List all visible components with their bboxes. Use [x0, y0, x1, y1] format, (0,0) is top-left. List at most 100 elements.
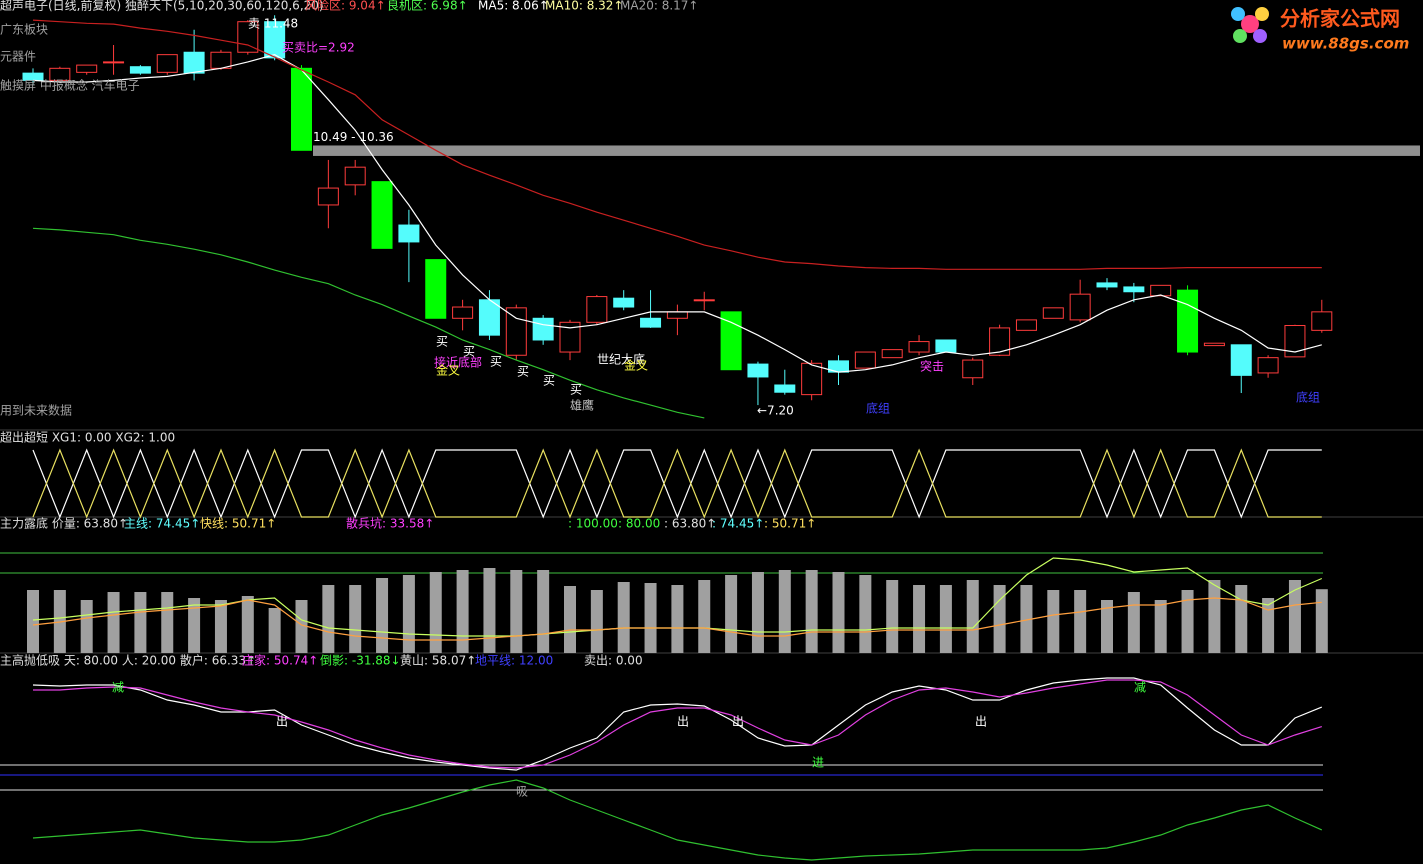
bar	[1288, 580, 1301, 653]
bar	[322, 585, 335, 653]
panel-header: : 50.71↑	[764, 517, 816, 531]
candle-body	[801, 362, 823, 396]
candle-body	[1096, 282, 1118, 288]
annotation: 吸	[516, 785, 528, 799]
logo-title: 分析家公式网	[1280, 7, 1400, 31]
candle-body	[1311, 311, 1333, 331]
bar	[966, 580, 979, 653]
candle-body	[1123, 286, 1145, 293]
series-line	[32, 54, 1322, 373]
annotation: 世纪大底	[597, 352, 645, 367]
candle-body	[49, 67, 71, 81]
candle-body	[76, 64, 98, 73]
annotation: 广东板块	[0, 23, 48, 37]
bar	[993, 585, 1006, 653]
bar	[510, 570, 523, 653]
annotation: 卖 11.48	[248, 17, 298, 31]
logo-petal	[1233, 29, 1247, 43]
bar	[725, 575, 738, 653]
annotation: 买	[463, 345, 475, 359]
bar	[939, 585, 952, 653]
panel-header: : 80.00	[618, 517, 660, 531]
annotation: 出	[975, 715, 987, 729]
candle-body	[935, 339, 957, 353]
panel-header: 超声电子(日线,前复权) 独醉天下(5,10,20,30,60,120,6,20…	[0, 0, 324, 13]
bar	[27, 590, 39, 653]
series-line	[33, 679, 1322, 769]
annotation: 买	[517, 365, 529, 379]
bar	[671, 585, 684, 653]
bar	[590, 590, 603, 653]
candle-body	[559, 321, 581, 353]
panel-header: 卖出: 0.00	[584, 654, 643, 668]
candle-body	[129, 66, 151, 74]
bar	[1101, 600, 1113, 653]
series-line	[32, 779, 1323, 861]
bar	[644, 583, 657, 653]
panel-header: MA10: 8.32↑	[545, 0, 623, 13]
annotation: ←7.20	[757, 404, 794, 418]
panel-header: 黄山: 58.07↑	[400, 654, 476, 668]
candle-body	[1015, 319, 1037, 331]
candle-body	[1230, 344, 1252, 376]
bar	[1127, 592, 1140, 653]
bar	[1262, 598, 1275, 653]
logo-petal	[1255, 7, 1269, 21]
band-label: 10.49 - 10.36	[313, 130, 394, 144]
bar	[886, 580, 899, 653]
candle-body	[1069, 293, 1091, 321]
bar	[1154, 600, 1167, 653]
annotation: 雄鹰	[570, 398, 594, 413]
candle-body	[317, 187, 339, 206]
panel-header: 超出超短 XG1: 0.00 XG2: 1.00	[0, 430, 175, 445]
series-line	[32, 448, 1322, 519]
annotation: 底组	[1296, 390, 1320, 405]
candle-body	[693, 299, 715, 302]
bar	[429, 572, 442, 653]
bar	[564, 586, 576, 653]
candle-body	[613, 297, 635, 308]
candle-body	[505, 307, 527, 356]
series-line	[32, 448, 1322, 519]
series-line	[32, 227, 705, 419]
candle-body	[1284, 325, 1306, 358]
annotation: 减	[1134, 681, 1146, 695]
candle-body	[103, 61, 125, 64]
panel-header: 主线: 74.45↑	[124, 517, 200, 531]
candle-body	[22, 72, 44, 81]
candle-body	[989, 327, 1011, 356]
bar	[1020, 585, 1033, 653]
bar	[456, 570, 469, 653]
price-band	[313, 145, 1420, 156]
bar	[913, 585, 926, 653]
candle-body	[264, 21, 286, 59]
candle-body	[586, 296, 608, 323]
annotation: 减	[112, 681, 124, 695]
bar	[1047, 590, 1060, 653]
bar	[537, 570, 550, 653]
panel-header: 快线: 50.71↑	[200, 517, 276, 531]
candle-body	[344, 166, 366, 186]
bar	[402, 575, 415, 653]
annotation: 元器件	[0, 50, 36, 64]
annotation: 触摸屏 中报概念 汽车电子	[0, 78, 140, 93]
candle-body	[1042, 307, 1064, 319]
candle-body	[291, 67, 312, 151]
annotation: 金叉	[624, 358, 648, 373]
candle-body	[1203, 342, 1225, 347]
panel-header: 主高抛低吸 天: 80.00 人: 20.00 散户: 66.33↑	[0, 653, 256, 668]
candle-body	[210, 51, 232, 69]
candle-body	[1150, 284, 1172, 297]
logo-petal	[1253, 29, 1267, 43]
candle-body	[854, 351, 876, 369]
candle-body	[183, 51, 205, 74]
bar	[349, 585, 362, 653]
bar	[778, 570, 791, 653]
bar	[214, 600, 227, 653]
bar	[751, 572, 764, 653]
panel-header: 良机区: 6.98↑	[387, 0, 468, 13]
bar	[188, 598, 201, 653]
candle-body	[156, 54, 178, 73]
logo-petal	[1241, 15, 1259, 33]
